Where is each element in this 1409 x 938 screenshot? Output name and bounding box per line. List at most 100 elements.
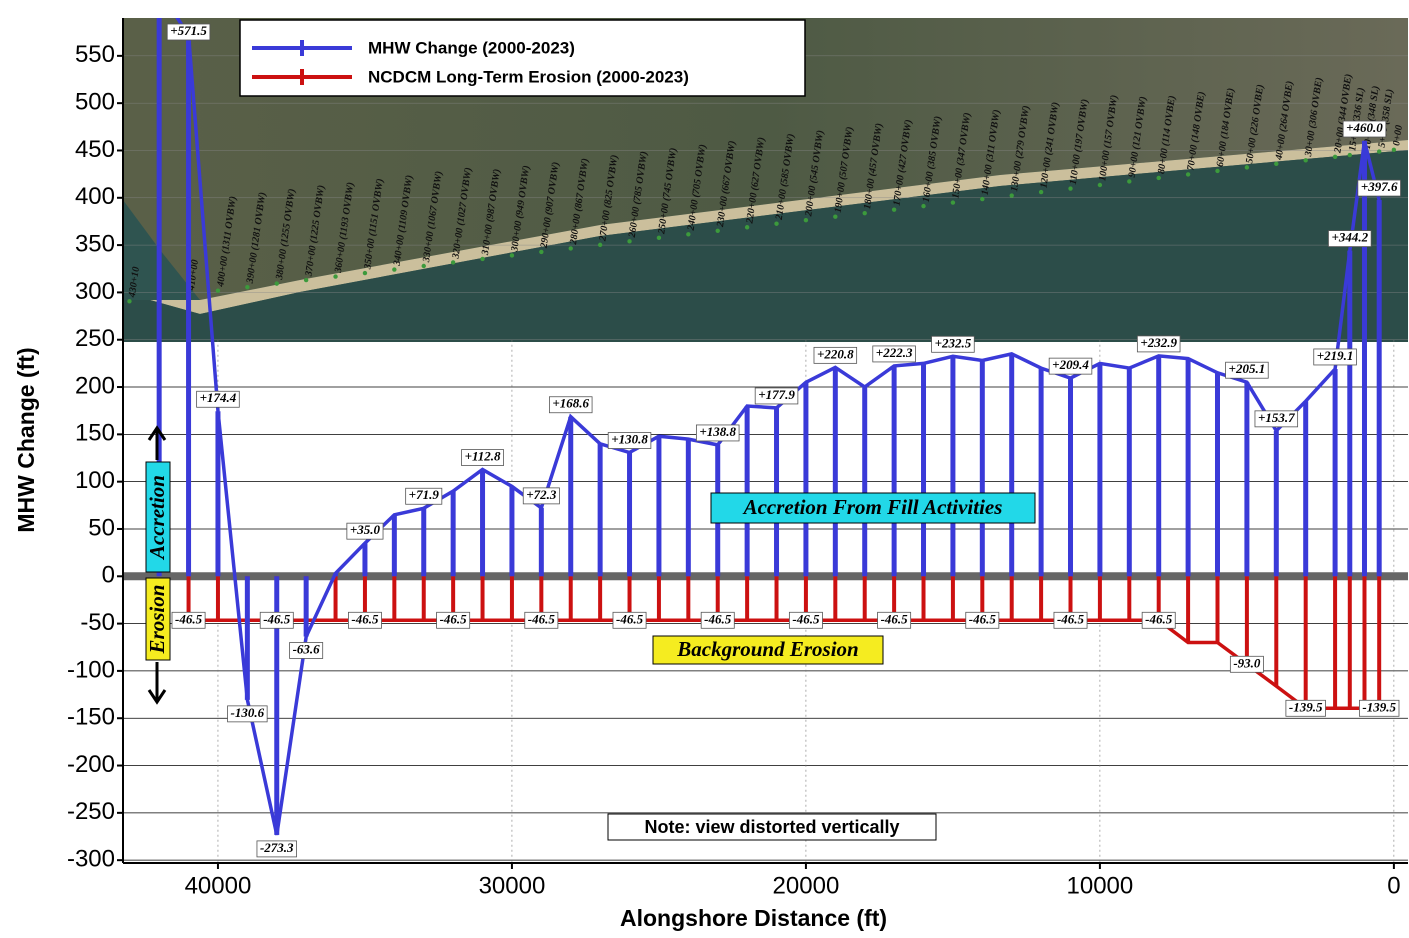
value-label-text: +130.8 (611, 432, 648, 447)
station-marker (509, 253, 515, 258)
value-label-box (872, 345, 916, 363)
value-label-text: -93.0 (1233, 655, 1261, 670)
value-label-text: -46.5 (263, 611, 291, 626)
value-label-box (166, 23, 211, 41)
value-label-text: -46.5 (1145, 611, 1173, 626)
y-tick-label: -300 (67, 846, 115, 873)
value-label-text: -46.5 (1057, 611, 1085, 626)
value-label-text: -273.3 (260, 840, 294, 855)
value-label-text: -46.5 (881, 611, 909, 626)
station-marker (980, 196, 985, 202)
value-label-text: -46.5 (528, 611, 556, 626)
value-labels: +571.5 +174.4 -130.6 -273.3 -63.6 +35.0 +71.9 +… (166, 23, 1401, 858)
value-label-text: -46.5 (351, 611, 379, 626)
value-label-text: -46.5 (704, 611, 732, 626)
value-label: -46.5 (259, 611, 294, 629)
station-marker (627, 239, 632, 244)
station-marker (1376, 149, 1382, 154)
value-label: +571.5 (166, 23, 211, 41)
value-label: -93.0 (1229, 655, 1264, 673)
value-label-box (754, 387, 799, 405)
value-label: +460.0 (1342, 120, 1387, 138)
y-tick-label: -200 (67, 751, 115, 778)
value-label: -46.5 (1053, 611, 1088, 629)
value-label-box (1357, 179, 1401, 197)
x-axis-label: Alongshore Distance (ft) (620, 905, 887, 931)
station-marker (303, 277, 309, 283)
value-label-text: +153.7 (1258, 410, 1295, 425)
value-label-box (196, 390, 240, 408)
x-tick-label: 40000 (185, 872, 252, 899)
station-marker (1068, 186, 1073, 191)
station-marker (1274, 161, 1279, 167)
station-marker (333, 274, 338, 279)
value-label: -46.5 (524, 611, 559, 629)
station-marker (686, 232, 691, 237)
value-label-text: +232.5 (935, 335, 972, 350)
value-label-text: +174.4 (200, 390, 237, 405)
value-label: -139.5 (1285, 699, 1326, 717)
value-label-text: +397.6 (1361, 179, 1398, 194)
y-tick-label: -50 (80, 609, 115, 636)
station-marker (1185, 172, 1191, 177)
value-label: +153.7 (1254, 410, 1299, 428)
station-marker (1391, 147, 1397, 152)
value-label: +177.9 (754, 387, 799, 405)
value-label-text: +571.5 (170, 23, 207, 38)
annotation-box (607, 813, 937, 841)
value-label-box (259, 611, 294, 629)
station-marker (950, 200, 956, 205)
value-label-text: +205.1 (1229, 361, 1266, 376)
value-label: -46.5 (612, 611, 647, 629)
value-label-text: -46.5 (969, 611, 997, 626)
value-label: +72.3 (522, 487, 560, 505)
value-label-text: +71.9 (409, 487, 440, 502)
y-tick-label: 50 (88, 514, 115, 541)
station-marker (1215, 168, 1220, 174)
station-marker (862, 210, 867, 216)
y-tick-label: 350 (75, 230, 115, 257)
value-label-box (289, 642, 324, 659)
value-label-text: +209.4 (1052, 357, 1089, 372)
value-label-box (348, 611, 382, 629)
station-marker (274, 281, 279, 286)
value-label-text: +112.8 (465, 449, 501, 464)
annotation: Accretion From Fill Activities (742, 495, 1003, 519)
value-label-text: +35.0 (350, 522, 381, 537)
y-tick-label: -150 (67, 704, 115, 731)
value-label: -130.6 (227, 705, 268, 723)
value-label: -46.5 (700, 611, 735, 629)
value-label-text: +72.3 (526, 487, 557, 502)
value-label: -46.5 (171, 611, 206, 629)
station-marker (245, 284, 250, 290)
value-label-box (524, 611, 559, 629)
station-marker (1009, 193, 1014, 198)
station-marker (421, 263, 426, 269)
value-label-box (1225, 361, 1269, 379)
value-label-text: +222.3 (876, 345, 913, 360)
value-label: +130.8 (607, 432, 652, 449)
value-label-text: +138.8 (699, 424, 736, 439)
value-label: +209.4 (1048, 357, 1093, 375)
value-label-text: -46.5 (616, 611, 644, 626)
y-axis-label: MHW Change (ft) (13, 347, 39, 532)
station-label: 430+10 (127, 266, 142, 299)
value-label-box (522, 487, 560, 505)
value-label-box (1342, 120, 1387, 138)
value-label-box (813, 346, 858, 364)
annotation-box (652, 635, 884, 665)
value-label-box (700, 611, 735, 629)
station-marker (1347, 152, 1352, 158)
value-label-text: +219.1 (1317, 348, 1354, 363)
value-label-text: +460.0 (1346, 120, 1383, 135)
station-marker (215, 288, 221, 293)
value-label-text: -46.5 (175, 611, 203, 626)
station-marker (450, 260, 456, 265)
value-label-box (549, 396, 593, 414)
station-marker (127, 299, 132, 304)
station-marker (774, 221, 779, 226)
value-label-box (1285, 699, 1326, 717)
value-label: +71.9 (405, 487, 443, 505)
y-tick-label: 500 (75, 89, 115, 116)
arrow (147, 425, 167, 705)
